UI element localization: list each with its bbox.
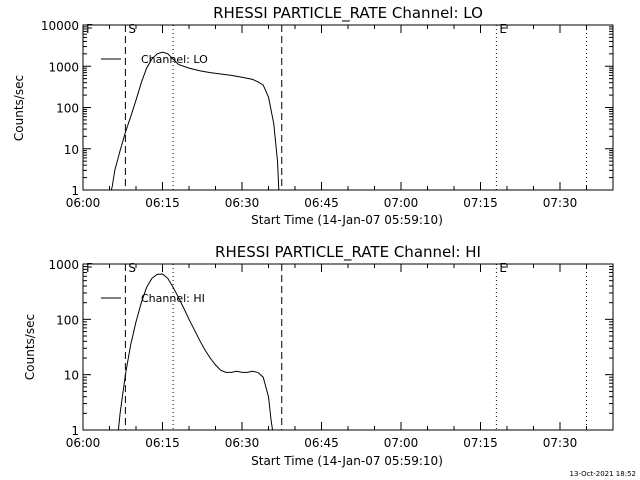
chart-title: RHESSI PARTICLE_RATE Channel: HI xyxy=(215,243,481,262)
marker-label: E xyxy=(499,22,507,36)
x-tick-label: 06:00 xyxy=(66,436,101,450)
y-tick-label: 10000 xyxy=(41,19,79,33)
marker-label: S xyxy=(128,261,136,275)
marker-label: S xyxy=(128,22,136,36)
plot-frame xyxy=(82,24,614,191)
y-tick-label: 100 xyxy=(56,102,79,116)
x-tick-label: 06:15 xyxy=(145,436,180,450)
y-tick-label: 10 xyxy=(64,143,79,157)
legend-label: Channel: HI xyxy=(141,292,205,305)
plot-frame xyxy=(82,263,614,431)
marker-label: F xyxy=(86,261,93,275)
y-tick-label: 1000 xyxy=(48,258,79,272)
panel-channel-lo: RHESSI PARTICLE_RATE Channel: LO Counts/… xyxy=(12,4,614,227)
x-tick-label: 07:15 xyxy=(463,196,498,210)
x-tick-label: 07:15 xyxy=(463,436,498,450)
panel-channel-hi: RHESSI PARTICLE_RATE Channel: HI Counts/… xyxy=(23,243,614,468)
y-tick-label: 100 xyxy=(56,313,79,327)
x-tick-label: 07:00 xyxy=(384,436,419,450)
x-tick-label: 06:30 xyxy=(225,196,260,210)
marker-label: F xyxy=(86,22,93,36)
y-tick-label: 1 xyxy=(71,424,79,438)
x-tick-label: 06:45 xyxy=(304,436,339,450)
marker-label: E xyxy=(499,261,507,275)
x-axis-label: Start Time (14-Jan-07 05:59:10) xyxy=(251,213,443,227)
x-tick-label: 07:30 xyxy=(543,436,578,450)
x-tick-label: 06:15 xyxy=(145,196,180,210)
x-tick-label: 07:00 xyxy=(384,196,419,210)
chart-title: RHESSI PARTICLE_RATE Channel: LO xyxy=(213,4,483,23)
x-tick-label: 06:00 xyxy=(66,196,101,210)
y-tick-label: 1 xyxy=(71,184,79,198)
y-tick-label: 10 xyxy=(64,369,79,383)
y-axis-label: Counts/sec xyxy=(23,314,37,380)
series-line xyxy=(110,51,280,190)
y-axis-label: Counts/sec xyxy=(12,75,26,141)
x-tick-label: 07:30 xyxy=(543,196,578,210)
x-tick-label: 06:45 xyxy=(304,196,339,210)
series-line xyxy=(117,273,274,430)
legend-label: Channel: LO xyxy=(141,53,208,66)
x-axis-label: Start Time (14-Jan-07 05:59:10) xyxy=(251,454,443,468)
x-tick-label: 06:30 xyxy=(225,436,260,450)
y-tick-label: 1000 xyxy=(48,60,79,74)
footer-timestamp: 13-Oct-2021 18:52 xyxy=(570,470,636,478)
